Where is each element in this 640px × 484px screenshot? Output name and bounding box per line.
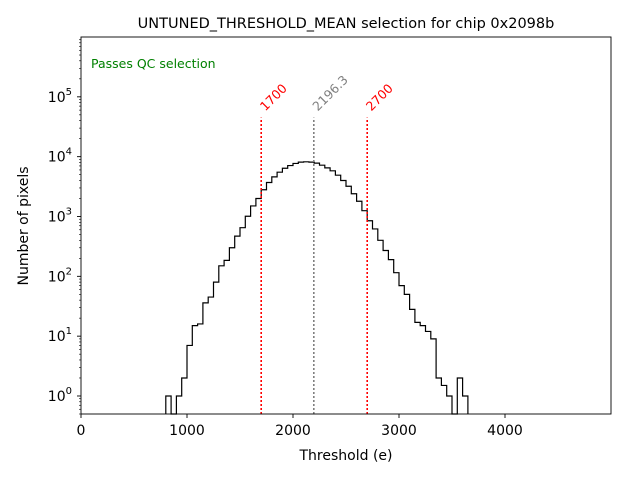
x-tick-label: 3000 [381, 423, 417, 439]
threshold-label-2196.3: 2196.3 [309, 72, 351, 114]
threshold-label-2700: 2700 [363, 81, 396, 114]
axes-frame [80, 36, 612, 415]
x-axis-label: Threshold (e) [299, 448, 393, 464]
x-tick-label: 4000 [487, 423, 523, 439]
y-tick-label: 104 [48, 147, 72, 166]
y-axis-label: Number of pixels [16, 166, 32, 285]
qc-annotation: Passes QC selection [91, 56, 216, 71]
y-tick-label: 100 [48, 386, 72, 405]
y-tick-label: 101 [48, 326, 72, 345]
histogram-outline [165, 161, 469, 415]
y-tick-label: 103 [48, 206, 72, 225]
x-tick-label: 1000 [169, 423, 205, 439]
threshold-label-1700: 1700 [257, 81, 290, 114]
x-tick-label: 2000 [275, 423, 311, 439]
y-tick-label: 105 [48, 87, 72, 106]
chart-title: UNTUNED_THRESHOLD_MEAN selection for chi… [138, 16, 555, 32]
x-tick-label: 0 [77, 423, 86, 439]
y-tick-label: 102 [48, 266, 72, 285]
